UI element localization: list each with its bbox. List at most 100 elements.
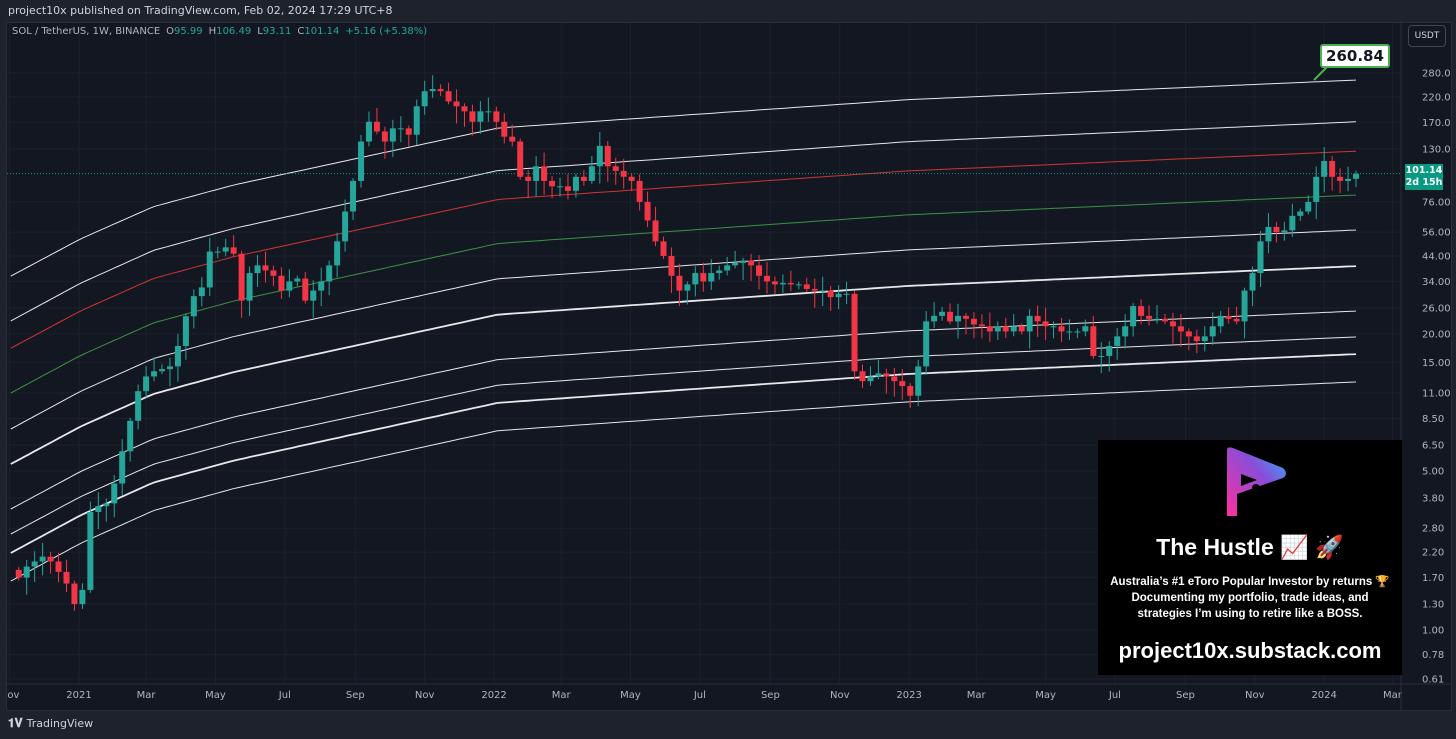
candle-body	[206, 251, 213, 288]
x-tick-label: May	[205, 690, 226, 701]
x-tick-label: Sep	[346, 690, 365, 701]
candle-body	[1026, 315, 1033, 332]
candle-body	[1225, 315, 1232, 319]
candle-body	[517, 141, 524, 177]
y-tick-label: 76.00	[1422, 197, 1451, 208]
candle-body	[310, 290, 317, 301]
candle-body	[159, 369, 166, 372]
chart-panel[interactable]: 280.00 220.00 170.00 130.00 76.00 56.00 44.00 3…	[6, 22, 1452, 711]
x-tick-label: 2022	[481, 690, 506, 701]
candle-body	[763, 275, 770, 282]
x-tick-label: May	[620, 690, 641, 701]
candle-body	[652, 220, 659, 242]
candle-body	[572, 176, 579, 191]
candle-body	[676, 275, 683, 291]
y-tick-label: 0.61	[1422, 674, 1444, 685]
candle-body	[278, 275, 285, 291]
candle-body	[182, 316, 189, 346]
candle-body	[883, 373, 890, 377]
candle-body	[851, 293, 858, 372]
candle-body	[1305, 201, 1312, 212]
candle-body	[1106, 345, 1113, 356]
candle-body	[365, 121, 372, 142]
price-chart[interactable]: 280.00 220.00 170.00 130.00 76.00 56.00 44.00 3…	[7, 23, 1451, 710]
band-line	[10, 265, 1357, 465]
candle-body	[668, 255, 675, 276]
candle-body	[143, 376, 150, 392]
published-header: project10x published on TradingView.com,…	[0, 0, 1456, 22]
candle-body	[198, 287, 205, 297]
candle-body	[39, 556, 46, 562]
low-value: 93.11	[262, 26, 292, 37]
candle-body	[1058, 326, 1065, 332]
candle-body	[127, 420, 134, 452]
symbol-label[interactable]: SOL / TetherUS, 1W, BINANCE	[12, 26, 161, 37]
candle-body	[811, 288, 818, 291]
candle-body	[947, 311, 954, 322]
candle-body	[1337, 176, 1344, 181]
currency-button[interactable]: USDT	[1408, 25, 1446, 47]
promo-line: strategies I’m using to retire like a BO…	[1137, 608, 1363, 620]
candle-body	[596, 145, 603, 167]
candle-body	[1169, 321, 1176, 327]
candle-body	[214, 251, 221, 253]
candle-body	[413, 106, 420, 135]
y-tick-label: 34.00	[1422, 277, 1451, 288]
candle-body	[47, 556, 54, 562]
y-tick-label: 1.30	[1422, 600, 1444, 611]
candle-body	[254, 265, 261, 274]
candle-body	[485, 111, 492, 113]
candle-body	[644, 201, 651, 221]
low-label: L	[257, 26, 263, 37]
x-tick-label: 2021	[66, 690, 91, 701]
candle-body	[1146, 315, 1153, 319]
footer-brand: TradingView	[26, 717, 94, 730]
y-tick-label: 170.00	[1422, 118, 1451, 129]
candle-body	[1329, 160, 1336, 177]
promo-title: The Hustle 📈 🚀	[1156, 534, 1344, 560]
candle-body	[1289, 215, 1296, 231]
bar-countdown: 2d 15h	[1405, 177, 1443, 188]
candle-body	[397, 128, 404, 130]
candle-body	[1074, 331, 1081, 333]
candle-body	[1281, 230, 1288, 233]
candle-body	[541, 166, 548, 181]
candle-body	[819, 290, 826, 292]
candle-body	[1050, 326, 1057, 328]
candle-body	[955, 315, 962, 322]
candle-body	[986, 326, 993, 332]
candle-body	[970, 318, 977, 325]
x-tick-label: Jul	[1108, 690, 1121, 701]
candle-body	[907, 386, 914, 396]
y-tick-label: 1.70	[1422, 573, 1444, 584]
candle-body	[421, 91, 428, 107]
candle-body	[262, 265, 269, 271]
candle-body	[437, 89, 444, 92]
change-value: +5.16 (+5.38%)	[345, 26, 428, 37]
y-tick-label: 3.80	[1422, 494, 1444, 505]
last-price-tag: 101.14 2d 15h	[1405, 164, 1443, 190]
candle-body	[222, 247, 229, 252]
y-tick-label: 2.80	[1422, 524, 1444, 535]
candle-body	[111, 483, 118, 504]
candle-body	[405, 128, 412, 135]
candle-body	[381, 131, 388, 142]
candle-body	[1122, 326, 1129, 337]
promo-description: Australia’s #1 eToro Popular Investor by…	[1098, 574, 1402, 622]
candle-body	[358, 141, 365, 181]
candle-body	[628, 176, 635, 181]
y-tick-label: 11.00	[1422, 388, 1451, 399]
candle-body	[700, 273, 707, 282]
candle-body	[771, 281, 778, 285]
symbol-legend: SOL / TetherUS, 1W, BINANCE O95.99 H106.…	[12, 26, 427, 37]
candle-body	[939, 311, 946, 316]
candle-body	[63, 571, 70, 584]
candle-body	[1193, 336, 1200, 342]
price-annotation[interactable]: 260.84	[1320, 44, 1390, 68]
candle-body	[71, 583, 78, 605]
candle-body	[477, 111, 484, 122]
candle-body	[525, 176, 532, 181]
x-tick-label: Jul	[278, 690, 291, 701]
candle-body	[318, 281, 325, 291]
promo-url[interactable]: project10x.substack.com	[1118, 638, 1382, 663]
